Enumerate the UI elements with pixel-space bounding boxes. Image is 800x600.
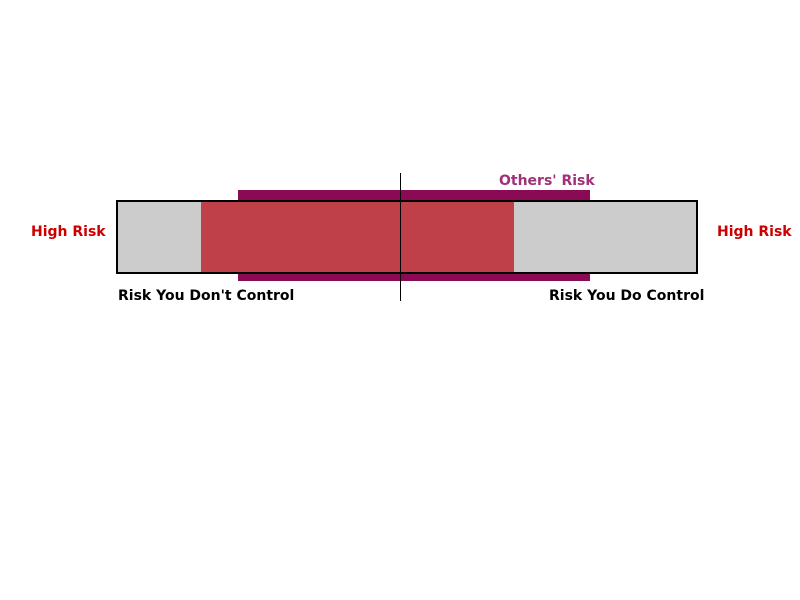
risk-you-do-control-label: Risk You Do Control: [549, 288, 705, 304]
others-risk-bar-top: [238, 190, 590, 201]
risk-you-dont-control-label: Risk You Don't Control: [118, 288, 295, 304]
others-risk-bar-bottom: [238, 271, 590, 281]
highlight-band: [201, 202, 514, 272]
others-risk-label: Others' Risk: [499, 173, 595, 189]
left-high-risk-label: High Risk: [31, 224, 106, 240]
right-high-risk-label: High Risk: [717, 224, 792, 240]
center-divider-line: [400, 173, 401, 301]
